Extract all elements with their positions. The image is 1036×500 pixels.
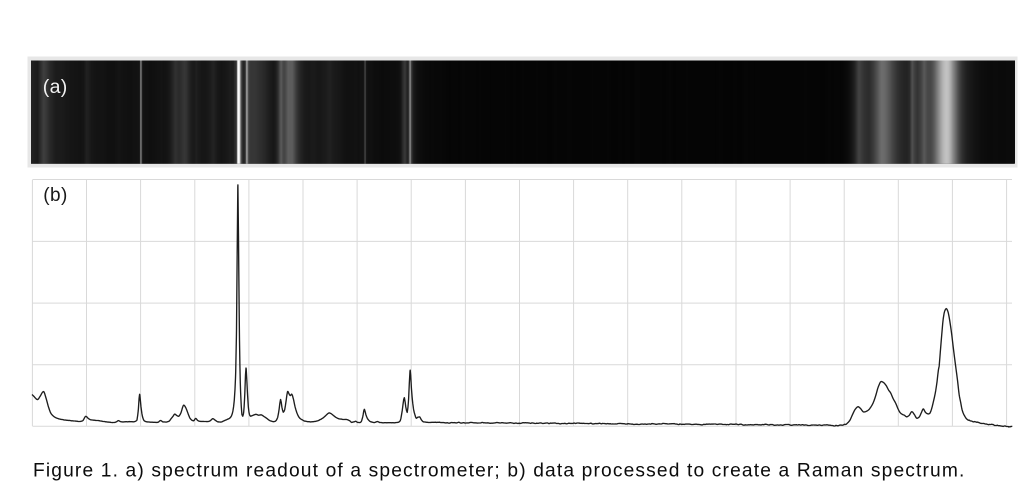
svg-text:(a): (a) <box>43 76 68 98</box>
svg-text:(b): (b) <box>43 185 67 206</box>
svg-text:Figure 1. a) spectrum readout: Figure 1. a) spectrum readout of a spect… <box>33 461 966 482</box>
